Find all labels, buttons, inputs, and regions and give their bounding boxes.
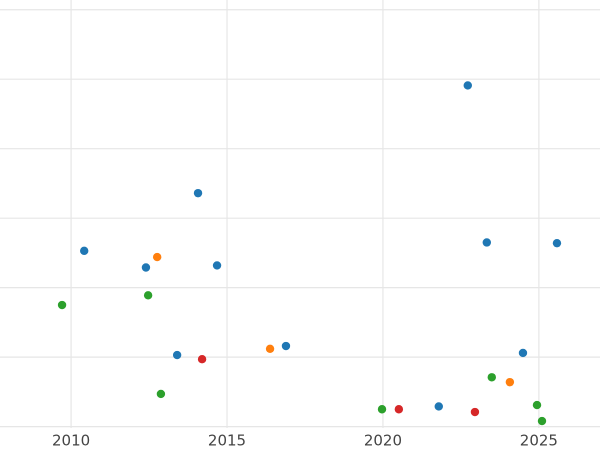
point [518,348,528,358]
point [141,263,151,272]
point [212,261,222,270]
point [79,246,89,256]
x-tick-label: 2015 [208,432,246,450]
x-tick-label: 2025 [520,432,558,450]
point [152,252,162,262]
point [281,341,291,351]
point [57,300,67,310]
x-tick-label: 2010 [52,432,90,450]
point [197,355,207,364]
point [537,416,547,426]
point [505,377,515,387]
x-tick-label: 2020 [364,432,402,450]
point [434,402,443,411]
point [470,407,480,417]
point [487,373,496,382]
point [172,350,182,360]
point [394,405,404,414]
point [193,188,203,198]
point [482,238,491,247]
point [463,81,472,90]
point [143,291,153,300]
point [552,238,562,248]
point [265,344,275,353]
point [532,400,542,410]
point [377,405,387,414]
point [156,389,166,399]
